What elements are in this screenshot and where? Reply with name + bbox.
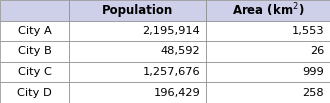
Text: 999: 999 xyxy=(302,67,324,77)
Text: 2,195,914: 2,195,914 xyxy=(143,26,200,36)
Text: 48,592: 48,592 xyxy=(161,46,200,57)
Text: Area (km$^2$): Area (km$^2$) xyxy=(232,2,304,19)
Text: 26: 26 xyxy=(310,46,324,57)
Text: 196,429: 196,429 xyxy=(153,88,200,98)
Bar xyxy=(69,82,206,103)
Bar xyxy=(69,21,206,41)
Text: Population: Population xyxy=(102,4,173,17)
Bar xyxy=(206,21,330,41)
Bar xyxy=(206,62,330,82)
Text: City C: City C xyxy=(18,67,51,77)
Bar xyxy=(0,62,69,82)
Bar xyxy=(206,41,330,62)
Bar xyxy=(0,82,69,103)
Text: 258: 258 xyxy=(302,88,324,98)
Text: 1,257,676: 1,257,676 xyxy=(143,67,200,77)
Bar xyxy=(0,21,69,41)
Text: City A: City A xyxy=(18,26,51,36)
Bar xyxy=(69,0,206,21)
Bar xyxy=(206,0,330,21)
Bar xyxy=(69,62,206,82)
Bar xyxy=(69,41,206,62)
Text: City B: City B xyxy=(18,46,51,57)
Bar xyxy=(0,0,69,21)
Bar xyxy=(206,82,330,103)
Bar xyxy=(0,41,69,62)
Text: 1,553: 1,553 xyxy=(291,26,324,36)
Text: City D: City D xyxy=(17,88,52,98)
